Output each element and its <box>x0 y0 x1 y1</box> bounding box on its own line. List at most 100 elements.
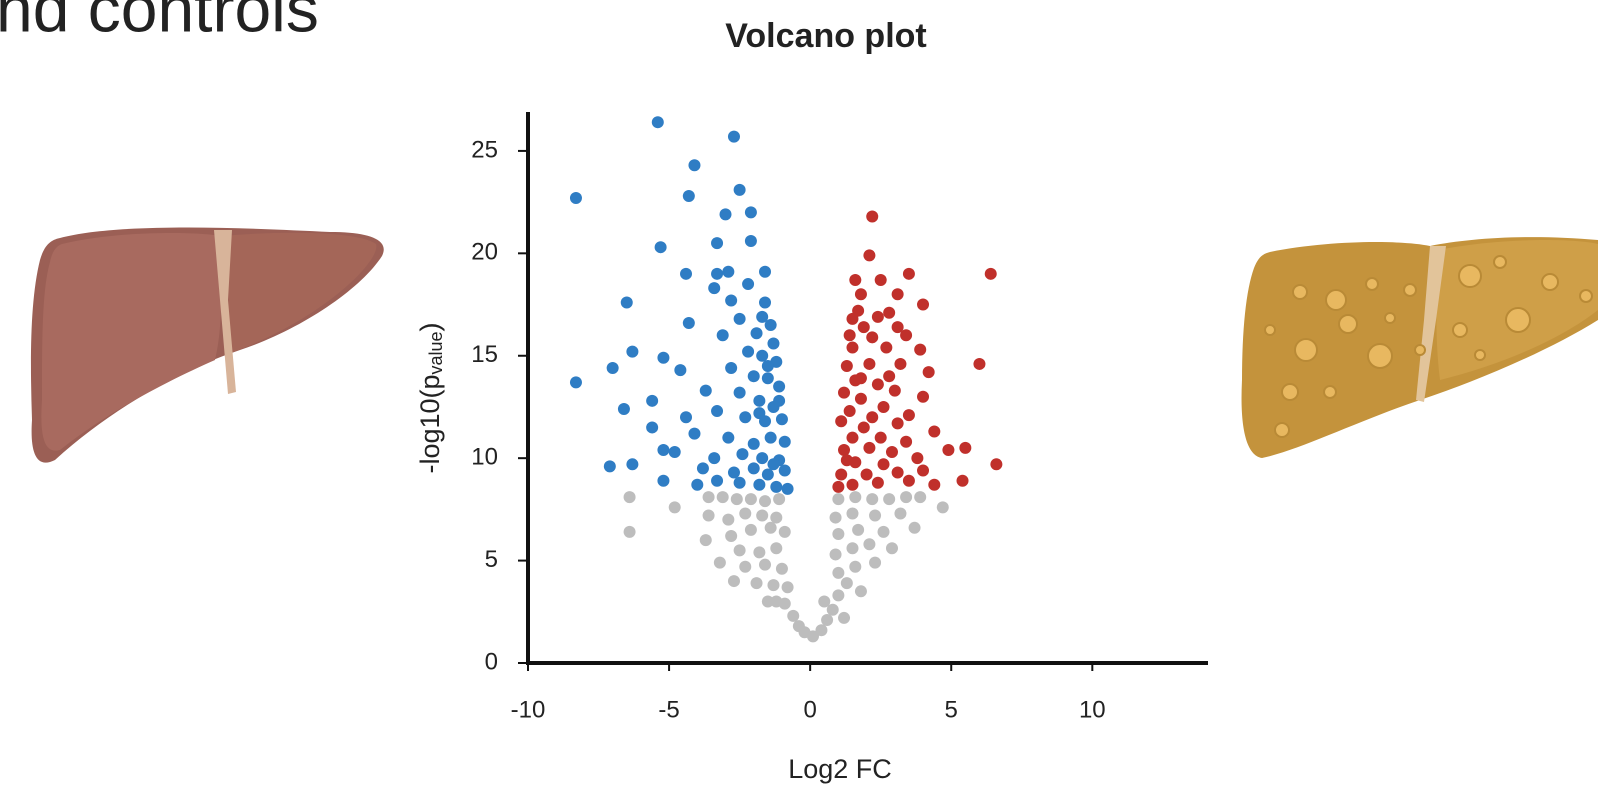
point <box>877 525 890 538</box>
point <box>756 349 769 362</box>
point <box>849 273 862 286</box>
point <box>730 493 743 506</box>
point <box>846 507 859 520</box>
point <box>854 392 867 405</box>
point <box>657 474 670 487</box>
point <box>866 331 879 344</box>
point <box>682 189 695 202</box>
point <box>711 237 724 250</box>
point <box>863 357 876 370</box>
point <box>696 462 709 475</box>
point <box>885 446 898 459</box>
point <box>959 441 972 454</box>
point <box>747 370 760 383</box>
point <box>914 343 927 356</box>
point <box>646 394 659 407</box>
point <box>699 384 712 397</box>
point <box>657 351 670 364</box>
point <box>984 267 997 280</box>
y-tick-label: 0 <box>485 648 498 675</box>
point <box>733 312 746 325</box>
point <box>674 364 687 377</box>
point <box>840 359 853 372</box>
slide-heading: nd controls <box>0 0 319 45</box>
point <box>883 370 896 383</box>
point <box>719 208 732 221</box>
point <box>843 329 856 342</box>
point <box>821 613 834 626</box>
point <box>857 321 870 334</box>
point <box>767 579 780 592</box>
point <box>773 380 786 393</box>
point <box>835 415 848 428</box>
point <box>744 206 757 219</box>
point <box>846 431 859 444</box>
point <box>936 501 949 514</box>
point <box>736 448 749 461</box>
x-tick-label: 0 <box>803 696 816 723</box>
point <box>744 235 757 248</box>
point <box>680 411 693 424</box>
point <box>733 183 746 196</box>
point <box>770 542 783 555</box>
point <box>990 458 1003 471</box>
point <box>866 493 879 506</box>
point <box>688 159 701 172</box>
y-label-part: ) <box>415 322 445 331</box>
point <box>708 452 721 465</box>
point <box>727 575 740 588</box>
point <box>603 460 616 473</box>
point <box>871 378 884 391</box>
point <box>767 458 780 471</box>
point <box>691 478 704 491</box>
point <box>620 296 633 309</box>
point <box>900 329 913 342</box>
point <box>750 577 763 590</box>
point <box>840 454 853 467</box>
x-tick-label: 10 <box>1079 696 1106 723</box>
point <box>846 341 859 354</box>
point <box>863 441 876 454</box>
point <box>569 376 582 389</box>
point <box>891 288 904 301</box>
point <box>654 241 667 254</box>
point <box>973 357 986 370</box>
point <box>854 585 867 598</box>
point <box>871 476 884 489</box>
point <box>764 431 777 444</box>
y-tick-label: 5 <box>485 546 498 573</box>
point <box>894 507 907 520</box>
point <box>781 581 794 594</box>
point <box>646 421 659 434</box>
point <box>626 345 639 358</box>
point <box>722 513 735 526</box>
point <box>928 425 941 438</box>
point <box>623 491 636 504</box>
point <box>739 507 752 520</box>
point <box>688 427 701 440</box>
healthy-liver-illustration <box>30 227 384 463</box>
point <box>680 267 693 280</box>
point <box>778 464 791 477</box>
point <box>770 511 783 524</box>
point <box>877 400 890 413</box>
point <box>773 394 786 407</box>
point <box>877 458 890 471</box>
point <box>902 474 915 487</box>
point <box>744 493 757 506</box>
point <box>759 558 772 571</box>
point <box>626 458 639 471</box>
point <box>900 491 913 504</box>
point <box>815 624 828 637</box>
fatty-liver-illustration <box>1241 237 1598 458</box>
point <box>775 413 788 426</box>
point <box>713 556 726 569</box>
point <box>832 493 845 506</box>
point <box>874 273 887 286</box>
point <box>764 521 777 534</box>
point <box>854 372 867 385</box>
x-axis-label: Log2 FC <box>788 754 892 784</box>
point <box>750 327 763 340</box>
point <box>747 437 760 450</box>
point <box>854 288 867 301</box>
